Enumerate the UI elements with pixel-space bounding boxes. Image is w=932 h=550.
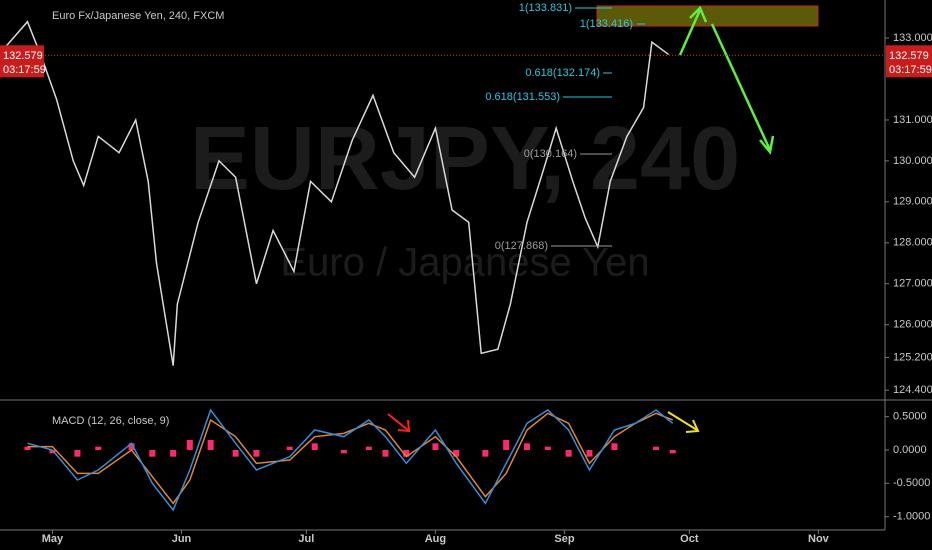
- histogram-bar: [170, 450, 177, 457]
- arrow: [678, 9, 702, 56]
- target-zone: [596, 5, 819, 27]
- y-tick-label: 133.000: [893, 32, 932, 44]
- histogram-bar: [653, 446, 660, 450]
- price-badge-label: 132.579: [3, 50, 43, 62]
- arrow-head: [759, 135, 775, 155]
- histogram-bar: [482, 450, 489, 457]
- y-tick-label: 129.000: [893, 196, 932, 208]
- y-tick-label: 131.000: [893, 114, 932, 126]
- histogram-bar: [24, 446, 31, 450]
- fib-label: 1(133.831): [519, 2, 572, 14]
- x-tick-label: Oct: [680, 533, 699, 545]
- fib-label: 0.618(131.553): [485, 91, 560, 103]
- x-tick-label: May: [42, 533, 64, 545]
- countdown-label: 03:17:59: [889, 64, 932, 76]
- histogram-bar: [403, 450, 410, 457]
- histogram-bar: [565, 450, 572, 457]
- histogram-bar: [186, 440, 193, 450]
- arrow: [710, 23, 772, 151]
- fib-label: 0(130.164): [524, 148, 577, 160]
- x-tick-label: Sep: [554, 533, 574, 545]
- histogram-bar: [503, 440, 510, 450]
- arrow-head: [689, 5, 708, 23]
- y-tick-label: 126.000: [893, 319, 932, 331]
- y-tick-label: 127.000: [893, 278, 932, 290]
- countdown-label: 03:17:59: [3, 64, 46, 76]
- y-tick-label: 130.000: [893, 155, 932, 167]
- x-tick-label: Jul: [298, 533, 314, 545]
- signal-line: [27, 412, 673, 505]
- histogram-bar: [311, 443, 318, 450]
- arrow: [387, 413, 409, 431]
- histogram-bar: [286, 446, 293, 450]
- histogram-bar: [149, 450, 156, 457]
- fib-label: 0.618(132.174): [525, 67, 600, 79]
- histogram-bar: [586, 450, 593, 457]
- histogram-bar: [232, 450, 239, 457]
- histogram-bar: [365, 446, 372, 450]
- fib-label: 1(133.416): [580, 18, 633, 30]
- y-tick-label: 0.5000: [893, 411, 927, 423]
- price-line: [1, 20, 669, 366]
- arrow-head: [397, 419, 411, 433]
- chart-title: Euro Fx/Japanese Yen, 240, FXCM: [52, 10, 224, 22]
- histogram-bar: [95, 446, 102, 450]
- x-tick-label: Jun: [172, 533, 192, 545]
- x-tick-label: Aug: [425, 533, 446, 545]
- y-tick-label: -0.5000: [893, 477, 930, 489]
- histogram-bar: [128, 443, 135, 450]
- histogram-bar: [524, 443, 531, 450]
- histogram-bar: [382, 450, 389, 457]
- histogram-bar: [49, 450, 56, 454]
- price-badge: [886, 45, 932, 78]
- y-tick-label: 124.400: [893, 384, 932, 396]
- y-tick-label: 0.0000: [893, 444, 927, 456]
- histogram-bar: [611, 443, 618, 450]
- fib-label: 0(127.868): [495, 240, 548, 252]
- histogram-bar: [432, 443, 439, 450]
- histogram-bar: [669, 450, 676, 454]
- histogram-bar: [207, 440, 214, 450]
- indicator-legend: MACD (12, 26, close, 9): [52, 415, 169, 427]
- price-badge-label: 132.579: [889, 50, 929, 62]
- arrow: [667, 411, 698, 431]
- histogram-bar: [340, 450, 347, 454]
- y-tick-label: -1.0000: [893, 511, 930, 523]
- histogram-bar: [74, 450, 81, 457]
- y-tick-label: 128.000: [893, 237, 932, 249]
- y-tick-label: 125.200: [893, 351, 932, 363]
- macd-line: [27, 408, 674, 512]
- histogram-bar: [253, 450, 260, 457]
- watermark-subtitle: Euro / Japanese Yen: [280, 241, 649, 285]
- histogram-bar: [453, 450, 460, 457]
- price-badge: [0, 45, 44, 78]
- arrow-head: [685, 419, 700, 433]
- watermark: EURJPY, 240: [190, 109, 740, 209]
- x-tick-label: Nov: [808, 533, 830, 545]
- histogram-bar: [544, 446, 551, 450]
